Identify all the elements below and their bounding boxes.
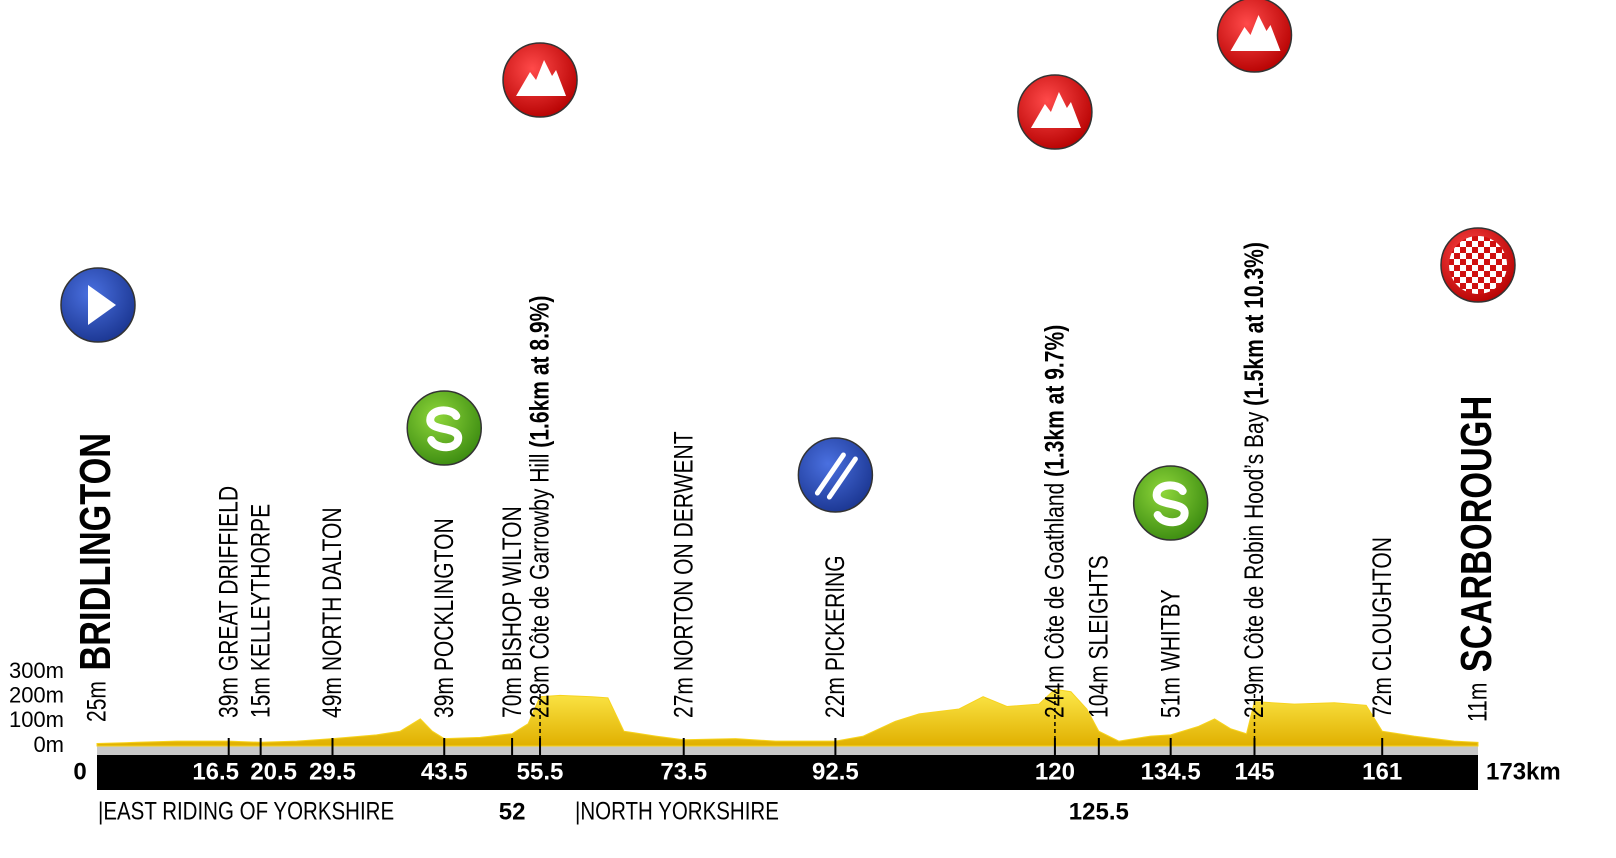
x-tick-label: 0: [73, 758, 86, 785]
place-altitude: 22m: [821, 677, 851, 718]
icon-symbol: [426, 406, 463, 452]
distance-bar: [97, 755, 1478, 790]
place-altitude: 27m: [669, 677, 699, 718]
finish-icon: [1440, 227, 1516, 303]
start-icon: [60, 267, 136, 343]
elevation-area: [96, 688, 1479, 747]
place-label: 15m KELLEYTHORPE: [246, 504, 276, 718]
climb-icon: [502, 42, 578, 118]
icon-symbol: [1230, 15, 1281, 51]
region-label: |EAST RIDING OF YORKSHIRE: [98, 797, 394, 825]
place-altitude: 72m: [1368, 677, 1398, 718]
place-name: Côte de Garrowby Hill: [526, 454, 556, 660]
icon-symbol: [826, 456, 858, 500]
place-name: CLOUGHTON: [1368, 537, 1398, 671]
icon-symbol: [1152, 481, 1189, 527]
climb-detail: (1.5km at 10.3%): [1240, 242, 1270, 406]
y-tick-label: 200m: [9, 682, 64, 707]
place-altitude: 70m: [498, 677, 528, 718]
km-label-below: 52: [499, 798, 526, 825]
place-name: PICKERING: [821, 555, 851, 671]
place-altitude: 244m: [1041, 665, 1071, 718]
icon-symbol: [1449, 236, 1507, 294]
km-label: 55.5: [517, 758, 564, 785]
climb-icon: [1216, 0, 1293, 73]
sprint-icon: [406, 390, 482, 466]
place-label: 219m Côte de Robin Hood’s Bay (1.5km at …: [1240, 242, 1270, 718]
y-tick-label: 100m: [9, 707, 64, 732]
place-label: 39m POCKLINGTON: [430, 518, 460, 718]
place-name: NORTH DALTON: [318, 507, 348, 671]
region-label: |NORTH YORKSHIRE: [575, 797, 779, 825]
place-label: 228m Côte de Garrowby Hill (1.6km at 8.9…: [526, 296, 556, 718]
place-name: POCKLINGTON: [430, 518, 460, 671]
place-label: 11m SCARBOROUGH: [1453, 396, 1502, 722]
place-label: 244m Côte de Goathland (1.3km at 9.7%): [1041, 325, 1071, 718]
profile-base: [97, 746, 1478, 755]
y-tick-label: 300m: [9, 658, 64, 683]
icon-disc: [797, 437, 874, 513]
km-label: 134.5: [1141, 758, 1201, 785]
place-label: 70m BISHOP WILTON: [498, 506, 528, 718]
place-altitude: 39m: [430, 677, 460, 718]
place-altitude: 219m: [1240, 665, 1270, 718]
feed-icon: [797, 437, 874, 513]
place-altitude: 11m: [1464, 683, 1494, 722]
place-label: 25m BRIDLINGTON: [72, 433, 121, 722]
place-name: Côte de Robin Hood’s Bay: [1240, 411, 1270, 659]
icon-symbol: [516, 60, 567, 96]
km-label: 161: [1362, 758, 1402, 785]
place-label: 39m GREAT DRIFFIELD: [214, 486, 244, 718]
climb-icon: [1017, 74, 1093, 150]
place-name: NORTON ON DERWENT: [669, 431, 699, 671]
place-label: 104m SLEIGHTS: [1085, 555, 1115, 718]
place-name: SLEIGHTS: [1085, 555, 1115, 659]
place-altitude: 228m: [526, 665, 556, 718]
place-label: 22m PICKERING: [821, 555, 851, 718]
place-name: BRIDLINGTON: [72, 433, 121, 671]
place-name: BISHOP WILTON: [498, 506, 528, 671]
place-label: 49m NORTH DALTON: [318, 507, 348, 718]
km-label: 29.5: [309, 758, 356, 785]
icon-symbol: [814, 452, 846, 496]
y-tick-label: 0m: [33, 732, 64, 757]
km-label: 145: [1234, 758, 1274, 785]
km-label: 43.5: [421, 758, 468, 785]
place-label: 72m CLOUGHTON: [1368, 537, 1398, 718]
climb-detail: (1.6km at 8.9%): [526, 296, 556, 448]
place-name: WHITBY: [1156, 589, 1186, 671]
place-altitude: 25m: [83, 681, 113, 722]
x-tick-label: 173km: [1486, 758, 1561, 785]
place-altitude: 51m: [1156, 677, 1186, 718]
place-label: 51m WHITBY: [1156, 589, 1186, 718]
place-name: KELLEYTHORPE: [246, 504, 276, 671]
km-label: 73.5: [660, 758, 707, 785]
place-altitude: 39m: [214, 677, 244, 718]
place-label: 27m NORTON ON DERWENT: [669, 431, 699, 718]
place-altitude: 15m: [246, 677, 276, 718]
km-label: 16.5: [192, 758, 239, 785]
place-name: SCARBOROUGH: [1453, 396, 1502, 672]
place-name: GREAT DRIFFIELD: [214, 486, 244, 671]
km-label: 120: [1035, 758, 1075, 785]
sprint-icon: [1132, 465, 1209, 541]
place-altitude: 104m: [1085, 665, 1115, 718]
icon-symbol: [1030, 92, 1081, 128]
climb-detail: (1.3km at 9.7%): [1041, 325, 1071, 477]
km-label: 20.5: [250, 758, 297, 785]
icon-symbol: [88, 285, 116, 325]
km-label-below: 125.5: [1069, 798, 1129, 825]
place-name: Côte de Goathland: [1041, 483, 1071, 660]
place-altitude: 49m: [318, 677, 348, 718]
km-label: 92.5: [812, 758, 859, 785]
